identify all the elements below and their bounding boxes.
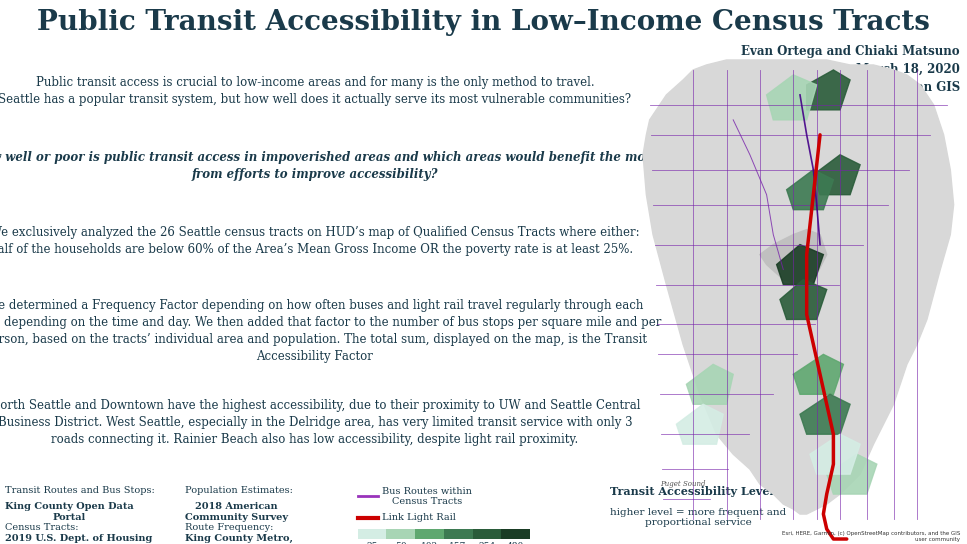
- Text: Research Question: Research Question: [172, 128, 333, 142]
- Text: Evan Ortega and Chiaki Matsuno
March 18, 2020
GEOG 461 | Urban GIS: Evan Ortega and Chiaki Matsuno March 18,…: [742, 45, 960, 94]
- Text: We exclusively analyzed the 26 Seattle census tracts on HUD’s map of Qualified C: We exclusively analyzed the 26 Seattle c…: [0, 226, 640, 256]
- Polygon shape: [780, 280, 827, 319]
- Polygon shape: [806, 70, 850, 110]
- Text: Legend: Legend: [464, 465, 521, 479]
- Polygon shape: [643, 60, 953, 514]
- Polygon shape: [793, 354, 843, 394]
- Text: 480: 480: [507, 542, 524, 544]
- Polygon shape: [760, 230, 827, 285]
- Text: References: References: [92, 465, 179, 479]
- Bar: [415, 529, 444, 539]
- Text: Public Transit Accessibility in Low–Income Census Tracts: Public Transit Accessibility in Low–Inco…: [37, 9, 930, 36]
- Polygon shape: [827, 454, 877, 494]
- Text: 2018 American
Community Survey: 2018 American Community Survey: [185, 502, 288, 522]
- Text: Route Frequency:: Route Frequency:: [185, 523, 274, 532]
- Polygon shape: [810, 434, 860, 474]
- Polygon shape: [687, 364, 733, 404]
- Bar: [444, 529, 473, 539]
- Text: Bus Routes within
Census Tracts: Bus Routes within Census Tracts: [383, 487, 472, 506]
- Bar: [358, 529, 386, 539]
- Text: North Seattle and Downtown have the highest accessibility, due to their proximit: North Seattle and Downtown have the high…: [0, 399, 640, 446]
- Text: We determined a Frequency Factor depending on how often buses and light rail tra: We determined a Frequency Factor dependi…: [0, 299, 661, 363]
- Text: Public transit access is crucial to low-income areas and for many is the only me: Public transit access is crucial to low-…: [0, 76, 631, 106]
- Text: 254: 254: [479, 542, 495, 544]
- Text: Esri, HERE, Garmin, (c) OpenStreetMap contributors, and the GIS
user community: Esri, HERE, Garmin, (c) OpenStreetMap co…: [782, 531, 960, 541]
- Text: King County Metro,
Sound Transit: King County Metro, Sound Transit: [185, 534, 293, 544]
- Polygon shape: [786, 170, 834, 209]
- Text: 25: 25: [366, 542, 378, 544]
- Text: 102: 102: [421, 542, 438, 544]
- Text: higher level = more frequent and
proportional service: higher level = more frequent and proport…: [610, 508, 786, 528]
- Text: Census Tracts:: Census Tracts:: [5, 523, 78, 532]
- Polygon shape: [777, 245, 823, 285]
- Bar: [386, 529, 415, 539]
- Text: Transit Accessibility Level: Transit Accessibility Level: [610, 486, 774, 497]
- Bar: [473, 529, 501, 539]
- Text: Link Light Rail: Link Light Rail: [383, 514, 456, 522]
- Text: Puget Sound: Puget Sound: [659, 480, 705, 488]
- Text: How well or poor is public transit access in impoverished areas and which areas : How well or poor is public transit acces…: [0, 151, 658, 181]
- Text: 157: 157: [450, 542, 467, 544]
- Text: Transit Routes and Bus Stops:: Transit Routes and Bus Stops:: [5, 486, 155, 495]
- Text: Introduction: Introduction: [219, 53, 327, 67]
- Polygon shape: [767, 75, 817, 120]
- Polygon shape: [677, 404, 723, 444]
- Polygon shape: [813, 155, 860, 195]
- Text: 50: 50: [395, 542, 406, 544]
- Text: Population Estimates:: Population Estimates:: [185, 486, 293, 495]
- Text: King County Open Data
Portal: King County Open Data Portal: [5, 502, 133, 522]
- Text: Scope: Scope: [257, 203, 308, 217]
- Bar: [501, 529, 530, 539]
- Text: Methodology: Methodology: [217, 276, 328, 290]
- Polygon shape: [800, 394, 850, 434]
- Text: 2019 U.S. Dept. of Housing
and Urban Development: 2019 U.S. Dept. of Housing and Urban Dev…: [5, 534, 153, 544]
- Text: Findings: Findings: [245, 376, 319, 390]
